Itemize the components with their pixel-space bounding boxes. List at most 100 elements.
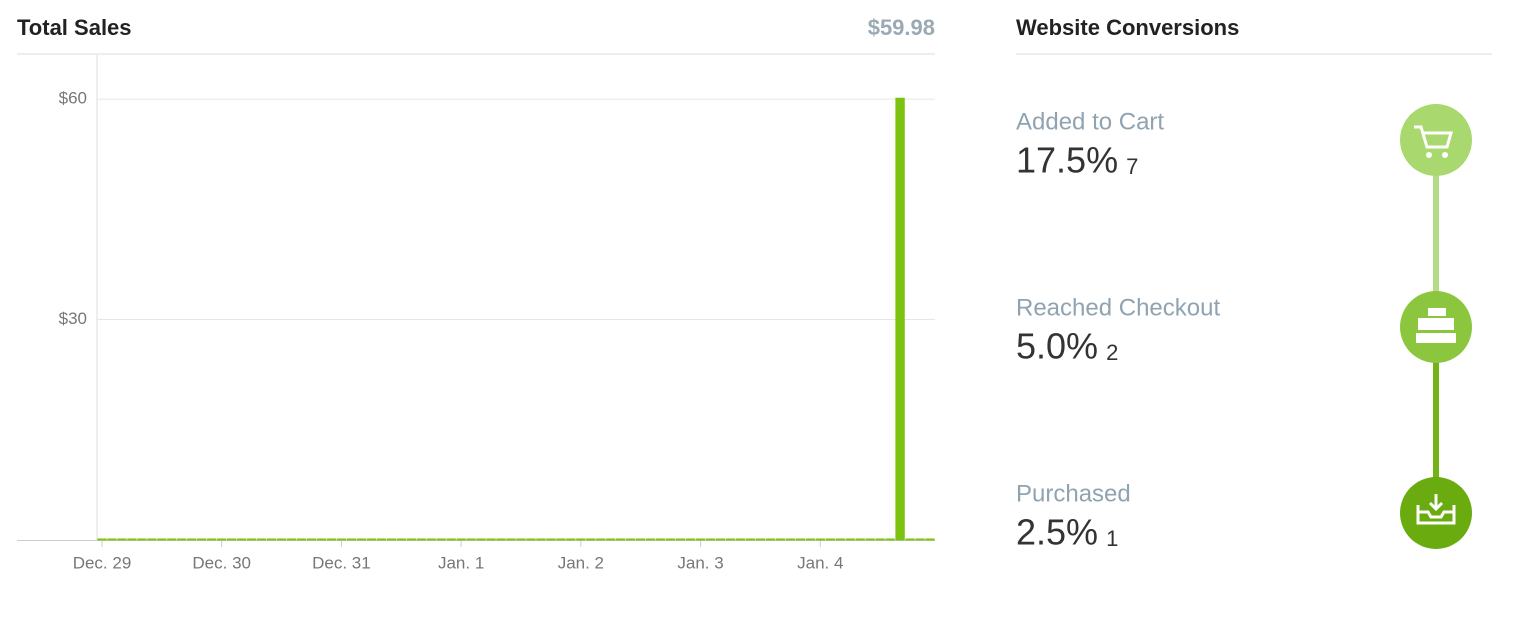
total: $59.98 — [868, 15, 935, 40]
x-tick-label: Jan. 2 — [558, 553, 604, 572]
bar — [197, 538, 207, 541]
bar — [655, 538, 666, 541]
bar — [665, 538, 676, 541]
bar — [167, 538, 177, 541]
bar — [576, 538, 586, 541]
bar — [825, 538, 835, 541]
bar — [446, 538, 456, 541]
bar — [735, 538, 746, 541]
x-tick-label: Jan. 3 — [677, 553, 723, 572]
bar — [226, 538, 237, 541]
bar — [157, 538, 167, 541]
bar — [616, 538, 626, 541]
bar — [416, 538, 426, 541]
bar — [596, 538, 606, 541]
bar — [506, 538, 516, 541]
bar — [256, 538, 267, 541]
bar — [516, 538, 526, 541]
bar — [925, 538, 935, 541]
bar — [187, 538, 197, 541]
bar — [147, 538, 157, 541]
bar — [606, 538, 616, 541]
bar — [426, 538, 436, 541]
bar — [117, 538, 127, 541]
bar — [276, 538, 287, 541]
bar — [636, 538, 646, 541]
bar — [236, 538, 247, 541]
bar — [695, 538, 706, 541]
bar — [326, 538, 337, 541]
bar — [725, 538, 736, 541]
bar — [376, 538, 387, 541]
bar — [795, 538, 806, 541]
bar — [685, 538, 696, 541]
bar — [755, 538, 766, 541]
step-count: 1 — [1106, 526, 1118, 551]
step-percent: 17.5% — [1016, 140, 1118, 181]
chart-title: Total Sales — [17, 15, 132, 40]
bar — [566, 538, 576, 541]
bar — [396, 538, 406, 541]
step-label: Reached Checkout — [1016, 294, 1220, 321]
bar — [526, 538, 536, 541]
step-count: 2 — [1106, 340, 1118, 365]
bar — [266, 538, 277, 541]
bar — [356, 538, 367, 541]
bar — [296, 538, 307, 541]
bar — [346, 538, 357, 541]
cart-icon — [1400, 104, 1472, 176]
step-label: Added to Cart — [1016, 108, 1164, 135]
bar — [217, 538, 227, 541]
bar — [466, 538, 476, 541]
bar — [865, 538, 875, 541]
bar — [645, 538, 656, 541]
bar — [456, 538, 466, 541]
bar — [306, 538, 317, 541]
bar — [536, 538, 546, 541]
bar — [406, 538, 416, 541]
x-tick-label: Dec. 31 — [312, 553, 371, 572]
conversions-title: Website Conversions — [1016, 15, 1239, 40]
bar — [107, 538, 117, 541]
bar — [97, 538, 107, 541]
bar — [316, 538, 327, 541]
bar — [845, 538, 855, 541]
bar — [486, 538, 496, 541]
bar — [765, 538, 776, 541]
bar — [137, 538, 147, 541]
bar — [915, 538, 925, 541]
bar — [366, 538, 377, 541]
x-tick-label: Dec. 30 — [192, 553, 251, 572]
bar — [885, 538, 895, 541]
bar — [905, 538, 915, 541]
bar — [436, 538, 446, 541]
bar — [546, 538, 556, 541]
step-label: Purchased — [1016, 480, 1131, 507]
bar — [286, 538, 297, 541]
bar — [785, 538, 796, 541]
bar — [705, 538, 716, 541]
y-tick-label: $30 — [59, 309, 87, 328]
x-tick-label: Jan. 1 — [438, 553, 484, 572]
bar — [336, 538, 347, 541]
step-percent: 2.5% — [1016, 512, 1098, 553]
inbox-icon — [1400, 477, 1472, 549]
bar — [386, 538, 396, 541]
bar — [177, 538, 187, 541]
bar — [556, 538, 566, 541]
step-percent: 5.0% — [1016, 326, 1098, 367]
bar — [675, 538, 686, 541]
bar — [855, 538, 865, 541]
bar — [715, 538, 726, 541]
bar — [835, 538, 845, 541]
register-icon — [1400, 291, 1472, 363]
bar — [246, 538, 257, 541]
x-tick-label: Jan. 4 — [797, 553, 843, 572]
bar — [805, 538, 815, 541]
bar — [127, 538, 137, 541]
x-tick-label: Dec. 29 — [73, 553, 132, 572]
bar — [895, 97, 905, 541]
bar — [207, 538, 217, 541]
